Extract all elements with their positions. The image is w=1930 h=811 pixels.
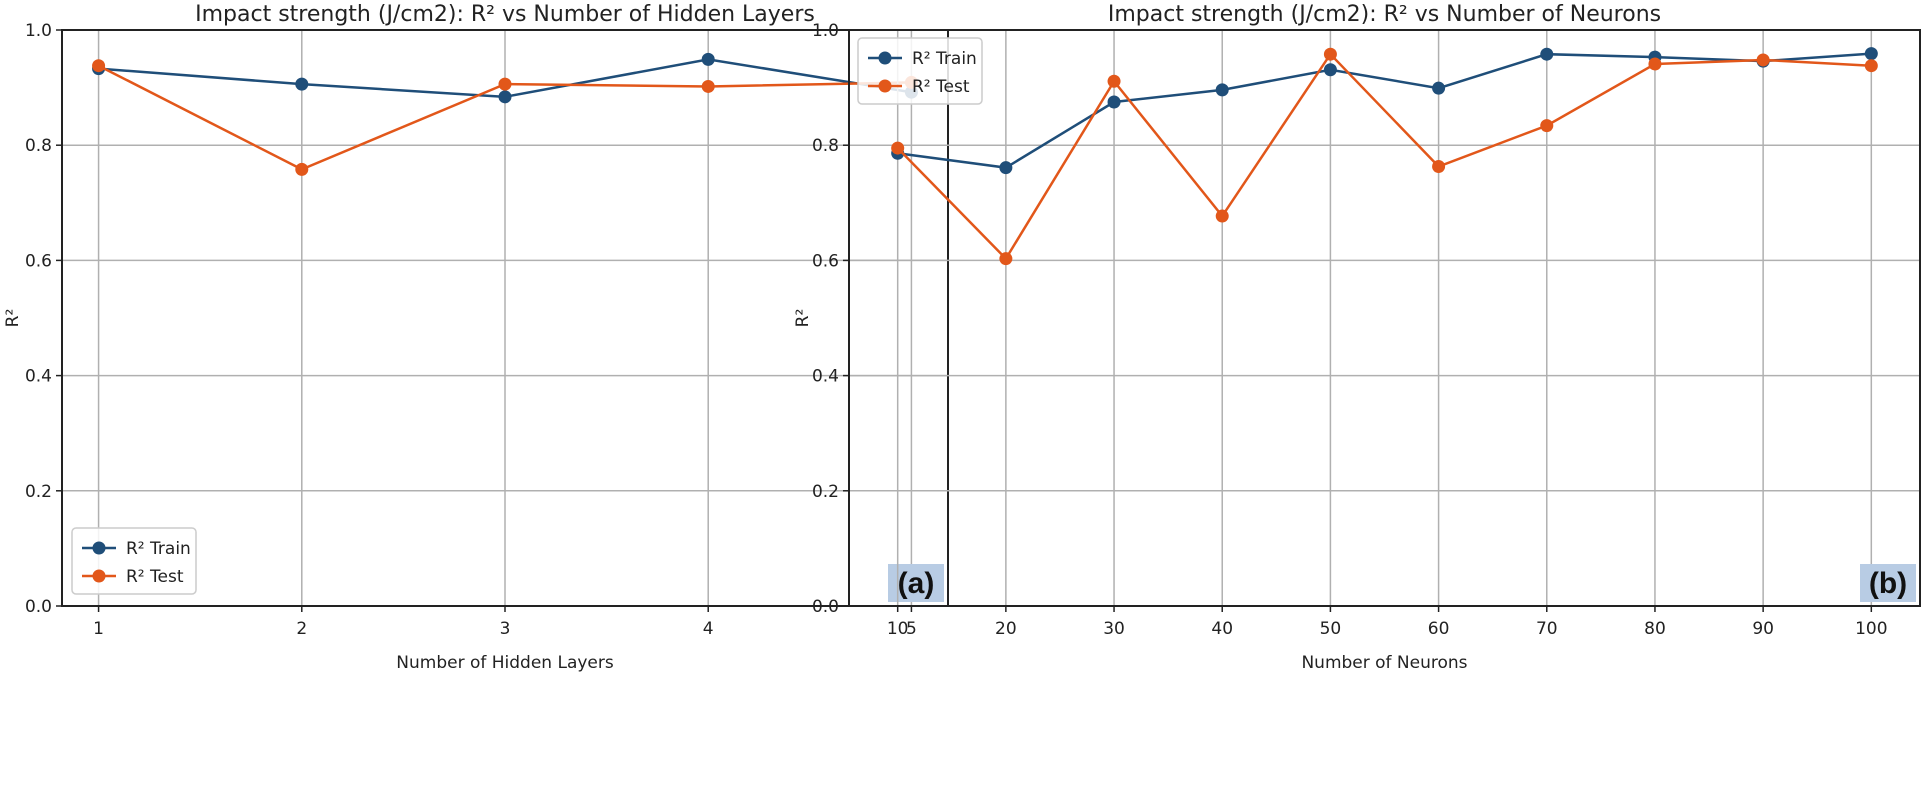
x-tick-label: 1 — [93, 619, 104, 639]
panel-label-bg — [1860, 564, 1916, 602]
data-point — [92, 59, 106, 73]
data-point — [1864, 47, 1878, 61]
data-point — [1215, 83, 1229, 97]
y-tick-label: 0.6 — [812, 251, 839, 271]
data-point — [701, 79, 715, 93]
data-point — [1540, 47, 1554, 61]
data-point — [999, 252, 1013, 266]
legend-marker — [878, 51, 892, 65]
y-tick-label: 1.0 — [812, 21, 839, 41]
data-point — [295, 77, 309, 91]
panel-label: (b) — [1860, 564, 1916, 602]
y-axis-label: R² — [793, 309, 813, 328]
x-tick-label: 2 — [296, 619, 307, 639]
series-test — [891, 47, 1878, 266]
y-tick-label: 0.4 — [812, 367, 839, 387]
x-tick-label: 4 — [703, 619, 714, 639]
legend-marker — [92, 569, 106, 583]
legend-marker — [92, 541, 106, 555]
data-point — [1756, 53, 1770, 67]
data-point — [999, 161, 1013, 175]
y-tick-label: 0.2 — [812, 482, 839, 502]
chart-title: Impact strength (J/cm2): R² vs Number of… — [1108, 2, 1661, 27]
chart-title: Impact strength (J/cm2): R² vs Number of… — [195, 2, 815, 27]
y-tick-label: 1.0 — [25, 21, 52, 41]
data-point — [1107, 95, 1121, 109]
x-tick-label: 100 — [1855, 619, 1887, 639]
data-point — [1323, 47, 1337, 61]
y-tick-label: 0.0 — [812, 597, 839, 617]
data-point — [1215, 209, 1229, 223]
x-tick-label: 40 — [1211, 619, 1233, 639]
y-axis-label: R² — [3, 309, 23, 328]
data-point — [295, 162, 309, 176]
data-point — [1323, 63, 1337, 77]
data-point — [1107, 74, 1121, 88]
chart-neurons: 10 20 30 40 50 60 70 80 90 100 0.0 0.2 0.4 0.6 0.8 1.0 I… — [793, 2, 1921, 673]
data-point — [498, 90, 512, 104]
data-point — [1432, 160, 1446, 174]
data-point — [1432, 81, 1446, 95]
series-line — [896, 52, 1872, 261]
legend-marker — [878, 79, 892, 93]
grid — [849, 29, 1920, 607]
panel-label-text: (a) — [898, 567, 935, 600]
y-tick-label: 0.6 — [25, 251, 52, 271]
legend-entry: R² Train — [82, 539, 191, 559]
x-axis-label: Number of Hidden Layers — [396, 653, 614, 673]
x-tick-label: 20 — [995, 619, 1017, 639]
legend-entry: R² Train — [868, 49, 977, 69]
panel-label: (a) — [888, 564, 944, 602]
legend-label: R² Train — [912, 49, 977, 69]
legend: R² Train R² Test — [71, 527, 197, 595]
legend-label: R² Train — [126, 539, 191, 559]
y-tick-label: 0.8 — [25, 136, 52, 156]
y-tick-label: 0.8 — [812, 136, 839, 156]
legend: R² Train R² Test — [857, 37, 983, 105]
data-point — [701, 52, 715, 66]
legend-label: R² Test — [912, 77, 970, 97]
y-tick-label: 0.4 — [25, 367, 52, 387]
plot-frame — [848, 29, 1921, 607]
x-tick-label: 5 — [906, 619, 917, 639]
x-tick-label: 60 — [1428, 619, 1450, 639]
x-axis-label: Number of Neurons — [1301, 653, 1467, 673]
data-point — [1864, 59, 1878, 73]
grid — [62, 29, 948, 607]
x-tick-label: 90 — [1752, 619, 1774, 639]
legend-entry: R² Test — [82, 567, 184, 587]
data-point — [1540, 119, 1554, 133]
x-tick-label: 10 — [887, 619, 909, 639]
legend-entry: R² Test — [868, 77, 970, 97]
legend-label: R² Test — [126, 567, 184, 587]
x-tick-label: 3 — [500, 619, 511, 639]
data-point — [891, 141, 905, 155]
series-line — [897, 52, 1872, 169]
x-tick-label: 50 — [1320, 619, 1342, 639]
panel-label-text: (b) — [1869, 567, 1907, 600]
data-point — [498, 77, 512, 91]
data-point — [1648, 57, 1662, 71]
x-tick-label: 80 — [1644, 619, 1666, 639]
y-tick-label: 0.0 — [25, 597, 52, 617]
x-tick-label: 70 — [1536, 619, 1558, 639]
x-tick-label: 30 — [1103, 619, 1125, 639]
y-tick-label: 0.2 — [25, 482, 52, 502]
